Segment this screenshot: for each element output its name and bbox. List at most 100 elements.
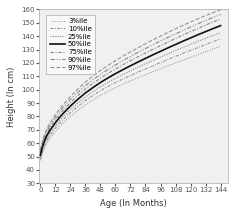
- 50%ile: [77, 98, 79, 100]
- 10%ile: [106, 85, 109, 88]
- 50%ile: [65, 109, 68, 111]
- 90%ile: [212, 16, 215, 19]
- 25%ile: [42, 146, 44, 149]
- 25%ile: [39, 156, 42, 158]
- 10%ile: [50, 132, 53, 134]
- 10%ile: [99, 89, 102, 92]
- 3%ile: [182, 59, 184, 61]
- 75%ile: [54, 118, 57, 121]
- 75%ile: [159, 45, 162, 47]
- 97%ile: [77, 88, 79, 90]
- 75%ile: [152, 48, 154, 51]
- 50%ile: [48, 130, 51, 133]
- 97%ile: [45, 128, 48, 131]
- 25%ile: [114, 77, 117, 80]
- 25%ile: [69, 108, 72, 111]
- 90%ile: [58, 111, 61, 114]
- 25%ile: [45, 137, 48, 140]
- 3%ile: [49, 137, 52, 139]
- 10%ile: [189, 49, 192, 52]
- 50%ile: [121, 68, 124, 71]
- 97%ile: [50, 119, 53, 121]
- 25%ile: [84, 96, 87, 98]
- 97%ile: [51, 117, 54, 120]
- 90%ile: [50, 121, 53, 124]
- 25%ile: [152, 59, 154, 62]
- 25%ile: [51, 128, 54, 130]
- 75%ile: [39, 152, 42, 155]
- 97%ile: [69, 95, 72, 98]
- 3%ile: [54, 130, 57, 133]
- 97%ile: [129, 51, 132, 53]
- 25%ile: [121, 73, 124, 76]
- 50%ile: [40, 149, 43, 151]
- 75%ile: [114, 68, 117, 70]
- 90%ile: [137, 51, 139, 54]
- 3%ile: [144, 74, 147, 76]
- 50%ile: [92, 86, 94, 89]
- 50%ile: [167, 46, 169, 49]
- 10%ile: [48, 135, 51, 138]
- 75%ile: [129, 59, 132, 62]
- 90%ile: [69, 98, 72, 101]
- 75%ile: [49, 126, 52, 128]
- 25%ile: [189, 43, 192, 46]
- 3%ile: [53, 132, 56, 134]
- 3%ile: [174, 62, 177, 64]
- 50%ile: [53, 123, 56, 126]
- 75%ile: [53, 120, 56, 123]
- 10%ile: [84, 99, 87, 102]
- 3%ile: [69, 115, 72, 118]
- 10%ile: [144, 68, 147, 70]
- 3%ile: [77, 109, 79, 112]
- 90%ile: [204, 19, 207, 22]
- 90%ile: [53, 118, 56, 120]
- 97%ile: [114, 59, 117, 62]
- 75%ile: [106, 72, 109, 75]
- 90%ile: [197, 22, 200, 25]
- 90%ile: [40, 145, 43, 147]
- 90%ile: [62, 106, 64, 109]
- 75%ile: [121, 63, 124, 66]
- 10%ile: [121, 78, 124, 80]
- 90%ile: [44, 133, 47, 135]
- 90%ile: [42, 140, 44, 143]
- 90%ile: [49, 123, 52, 126]
- 75%ile: [42, 142, 44, 144]
- 3%ile: [39, 161, 42, 163]
- 90%ile: [99, 73, 102, 76]
- 75%ile: [62, 109, 64, 112]
- 75%ile: [45, 132, 48, 135]
- 10%ile: [45, 140, 48, 142]
- 75%ile: [77, 94, 79, 97]
- 25%ile: [77, 102, 79, 104]
- 10%ile: [69, 111, 72, 114]
- 50%ile: [58, 117, 61, 119]
- 90%ile: [159, 40, 162, 42]
- 50%ile: [39, 154, 42, 157]
- 25%ile: [129, 69, 132, 72]
- 50%ile: [54, 121, 57, 124]
- 25%ile: [48, 133, 51, 135]
- 75%ile: [197, 27, 200, 30]
- 97%ile: [53, 115, 56, 118]
- 50%ile: [197, 34, 200, 36]
- 50%ile: [129, 64, 132, 67]
- 90%ile: [48, 125, 51, 128]
- 50%ile: [219, 24, 222, 27]
- 97%ile: [48, 123, 51, 126]
- 90%ile: [189, 26, 192, 28]
- 90%ile: [167, 36, 169, 39]
- 97%ile: [152, 38, 154, 41]
- 25%ile: [47, 135, 49, 138]
- Line: 90%ile: 90%ile: [40, 15, 221, 152]
- 75%ile: [50, 124, 53, 126]
- 10%ile: [44, 142, 47, 145]
- 10%ile: [51, 130, 54, 133]
- 75%ile: [204, 24, 207, 26]
- Y-axis label: Height (In cm): Height (In cm): [7, 66, 16, 127]
- 97%ile: [58, 108, 61, 111]
- 25%ile: [167, 52, 169, 55]
- 10%ile: [40, 153, 43, 156]
- 75%ile: [137, 55, 139, 58]
